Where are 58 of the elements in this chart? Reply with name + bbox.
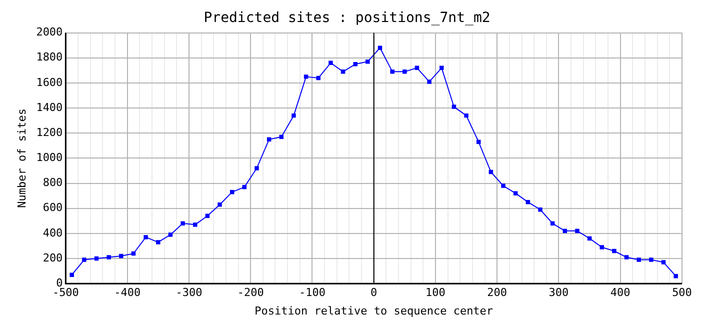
point xyxy=(440,66,444,70)
point xyxy=(464,113,468,118)
point xyxy=(366,60,370,64)
x-tick-label: 100 xyxy=(426,286,446,300)
point xyxy=(119,254,124,258)
point xyxy=(70,272,74,277)
point xyxy=(390,70,394,74)
point xyxy=(292,113,296,118)
y-tick-label: 400 xyxy=(42,226,63,240)
point xyxy=(649,258,654,262)
point xyxy=(427,80,432,84)
point xyxy=(636,258,641,262)
point xyxy=(192,222,198,227)
point xyxy=(624,255,629,260)
point xyxy=(501,184,506,188)
x-tick-label: 400 xyxy=(610,286,630,300)
x-tick-label: -400 xyxy=(114,286,141,300)
point xyxy=(378,46,382,50)
y-tick-label: 600 xyxy=(42,201,63,214)
point xyxy=(218,202,222,207)
y-tick-label: 200 xyxy=(42,251,63,264)
y-tick-label: 1400 xyxy=(36,100,63,114)
x-tick-label: 300 xyxy=(548,286,569,300)
x-tick-label: 200 xyxy=(487,286,508,300)
point xyxy=(156,240,160,244)
point xyxy=(304,74,308,79)
x-tick-label: -300 xyxy=(176,286,202,300)
point xyxy=(575,228,580,234)
y-tick-label: 1800 xyxy=(36,50,63,64)
point xyxy=(600,245,604,250)
x-tick-label: 500 xyxy=(672,286,692,300)
y-tick-label: 800 xyxy=(42,176,63,190)
point xyxy=(353,62,358,66)
y-tick-label: 1600 xyxy=(36,76,63,89)
point xyxy=(340,70,346,74)
point xyxy=(168,232,173,237)
point xyxy=(180,221,185,226)
point xyxy=(674,274,678,278)
point xyxy=(513,191,518,196)
point xyxy=(82,258,86,262)
x-tick-label: -100 xyxy=(298,286,326,300)
x-tick-label: 0 xyxy=(370,286,378,300)
point xyxy=(612,248,616,254)
y-tick-label: 2000 xyxy=(36,26,63,39)
point xyxy=(254,166,259,170)
chart-title: Predicted sites : positions_7nt_m2 xyxy=(204,10,490,26)
point xyxy=(144,235,148,240)
y-tick-label: 1200 xyxy=(36,126,63,139)
y-tick-label: 1000 xyxy=(36,151,63,164)
point xyxy=(538,207,542,212)
point xyxy=(402,70,407,74)
point xyxy=(661,260,666,264)
x-axis-title: Position relative to sequence center xyxy=(254,304,494,318)
point xyxy=(452,104,456,109)
point xyxy=(328,60,333,66)
y-axis-title: Number of sites xyxy=(15,108,28,208)
x-tick-label: -200 xyxy=(237,286,264,300)
point xyxy=(106,255,111,260)
